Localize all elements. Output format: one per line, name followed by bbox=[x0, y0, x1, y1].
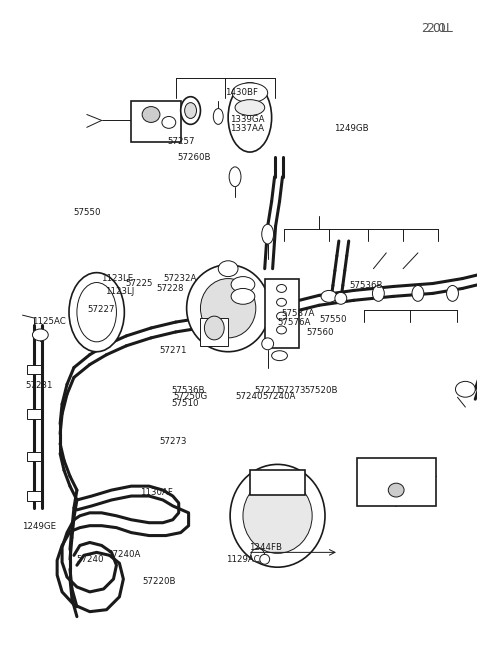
Text: 1244FB: 1244FB bbox=[250, 543, 283, 552]
Text: 2.0L: 2.0L bbox=[426, 22, 453, 35]
Ellipse shape bbox=[262, 338, 274, 350]
Ellipse shape bbox=[187, 265, 270, 352]
Ellipse shape bbox=[213, 109, 223, 124]
Text: 57536B: 57536B bbox=[171, 386, 204, 395]
Bar bbox=[27, 451, 41, 461]
Text: 1125AC: 1125AC bbox=[32, 316, 66, 326]
Bar bbox=[27, 409, 41, 419]
Ellipse shape bbox=[260, 554, 270, 564]
Text: 57240A: 57240A bbox=[107, 550, 141, 559]
Ellipse shape bbox=[229, 167, 241, 187]
Ellipse shape bbox=[262, 224, 274, 244]
Ellipse shape bbox=[230, 464, 325, 567]
Text: 57510: 57510 bbox=[171, 399, 199, 408]
Ellipse shape bbox=[251, 548, 264, 562]
Text: 57231: 57231 bbox=[25, 381, 53, 390]
Text: 57240A: 57240A bbox=[263, 392, 296, 402]
Ellipse shape bbox=[33, 329, 48, 341]
Text: 57271: 57271 bbox=[159, 346, 187, 355]
Text: 57227: 57227 bbox=[87, 305, 115, 314]
Text: 57536B: 57536B bbox=[349, 281, 383, 290]
Ellipse shape bbox=[388, 483, 404, 497]
Text: 57240: 57240 bbox=[76, 555, 104, 564]
Text: 57520B: 57520B bbox=[304, 386, 337, 395]
Text: 57550: 57550 bbox=[73, 208, 100, 217]
Text: 57560: 57560 bbox=[306, 328, 334, 337]
Ellipse shape bbox=[180, 97, 201, 124]
Ellipse shape bbox=[243, 478, 312, 553]
Text: 1130AF: 1130AF bbox=[140, 488, 173, 497]
Ellipse shape bbox=[218, 261, 238, 276]
Text: 57228: 57228 bbox=[156, 284, 183, 293]
Ellipse shape bbox=[412, 286, 424, 301]
Ellipse shape bbox=[162, 117, 176, 128]
Text: 57587A: 57587A bbox=[282, 309, 315, 318]
Text: 1430BF: 1430BF bbox=[225, 88, 258, 97]
Ellipse shape bbox=[231, 288, 255, 305]
Bar bbox=[264, 278, 300, 348]
Ellipse shape bbox=[276, 326, 287, 334]
Text: 57576A: 57576A bbox=[277, 318, 311, 328]
Ellipse shape bbox=[235, 100, 264, 115]
Bar bbox=[27, 491, 41, 501]
Text: 57260B: 57260B bbox=[178, 153, 211, 162]
Text: 57240: 57240 bbox=[235, 392, 263, 402]
Bar bbox=[131, 101, 180, 142]
Ellipse shape bbox=[272, 350, 288, 361]
Bar bbox=[250, 470, 305, 495]
Ellipse shape bbox=[446, 286, 458, 301]
Bar bbox=[357, 458, 436, 506]
Ellipse shape bbox=[201, 278, 256, 338]
Ellipse shape bbox=[228, 83, 272, 152]
Ellipse shape bbox=[232, 83, 268, 103]
Text: 1123LE: 1123LE bbox=[101, 274, 134, 283]
Text: 1249GE: 1249GE bbox=[22, 523, 56, 531]
Text: 1123LJ: 1123LJ bbox=[105, 287, 134, 296]
Ellipse shape bbox=[77, 282, 117, 342]
Text: 1249GB: 1249GB bbox=[334, 124, 369, 133]
Ellipse shape bbox=[185, 103, 196, 119]
Text: 57550: 57550 bbox=[320, 314, 347, 324]
Text: 57225: 57225 bbox=[125, 279, 153, 288]
Ellipse shape bbox=[456, 381, 475, 397]
Text: 57273: 57273 bbox=[159, 437, 187, 446]
Ellipse shape bbox=[321, 290, 337, 303]
Ellipse shape bbox=[276, 312, 287, 320]
Bar bbox=[27, 365, 41, 375]
Ellipse shape bbox=[142, 107, 160, 122]
Ellipse shape bbox=[276, 298, 287, 307]
Text: 1129AC: 1129AC bbox=[226, 555, 259, 564]
Bar bbox=[201, 318, 228, 346]
Ellipse shape bbox=[204, 316, 224, 340]
Text: 57257: 57257 bbox=[168, 136, 195, 145]
Ellipse shape bbox=[372, 286, 384, 301]
Text: 57220B: 57220B bbox=[143, 577, 176, 586]
Text: 57250G: 57250G bbox=[174, 392, 208, 402]
Text: 57273: 57273 bbox=[278, 386, 305, 395]
Ellipse shape bbox=[335, 292, 347, 305]
Text: 2.0L: 2.0L bbox=[420, 22, 447, 35]
Text: 1339GA: 1339GA bbox=[229, 115, 264, 124]
Text: 1337AA: 1337AA bbox=[229, 124, 264, 133]
Text: 57271: 57271 bbox=[254, 386, 282, 395]
Text: 57232A: 57232A bbox=[163, 274, 196, 283]
Ellipse shape bbox=[69, 272, 124, 352]
Ellipse shape bbox=[276, 284, 287, 292]
Ellipse shape bbox=[231, 276, 255, 292]
